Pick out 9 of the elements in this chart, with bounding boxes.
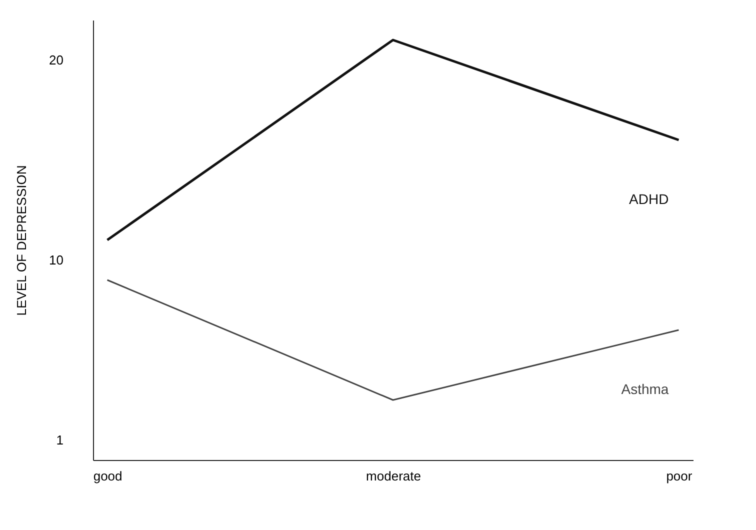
- x-tick-label: moderate: [366, 468, 421, 484]
- x-tick-label: poor: [666, 468, 693, 484]
- text: Asthma: [621, 381, 669, 397]
- y-tick-label: 20: [49, 52, 64, 68]
- y-tick-label: 1: [56, 432, 64, 448]
- y-tick-label: 10: [49, 252, 64, 268]
- x-tick-label: good: [93, 468, 122, 484]
- y-axis-title: LEVEL OF DEPRESSION: [14, 165, 30, 316]
- text: ADHD: [629, 191, 669, 207]
